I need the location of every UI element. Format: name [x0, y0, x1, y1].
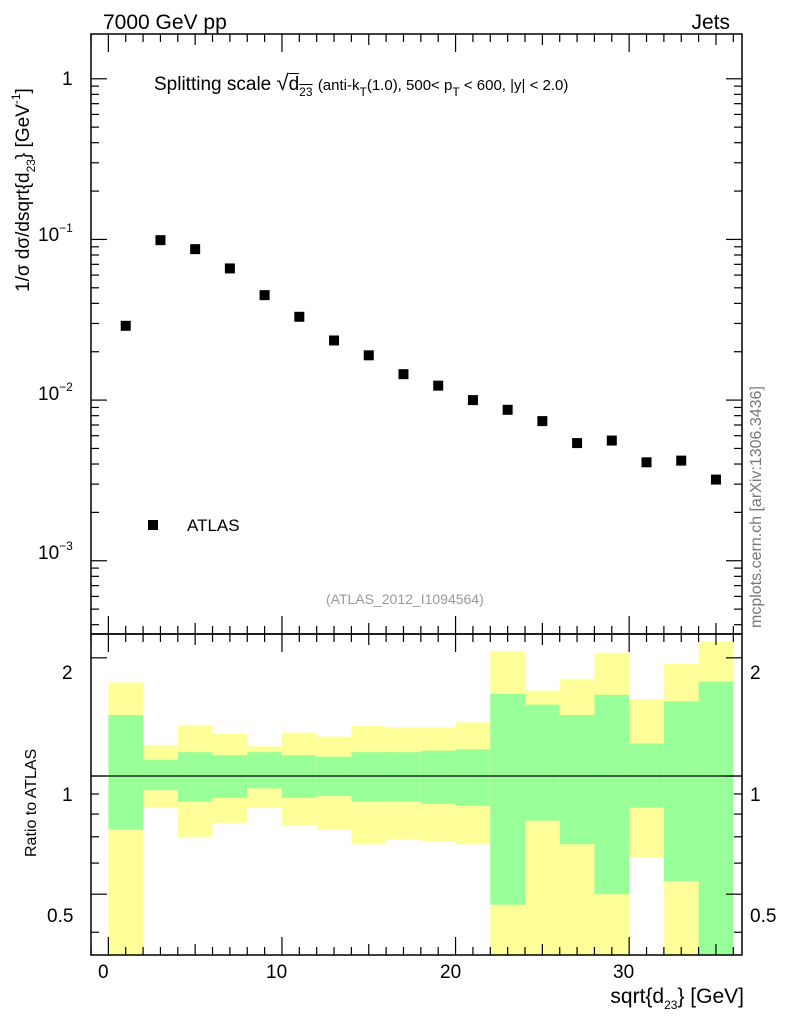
inner-band-bin	[247, 752, 282, 789]
legend-label-atlas: ATLAS	[187, 516, 240, 535]
data-point	[606, 435, 617, 446]
inner-band-bin	[143, 759, 178, 791]
inner-band-bin	[559, 715, 595, 845]
main-y-tick-1e-1: 10−1	[38, 221, 73, 246]
main-y-tick-1: 1	[62, 69, 73, 90]
data-point	[120, 320, 131, 331]
header-right-label: Jets	[691, 11, 730, 34]
main-panel-marks	[120, 235, 721, 485]
data-point	[572, 438, 583, 449]
data-point	[294, 311, 305, 322]
ratio-y-tick-05-left: 0.5	[47, 906, 74, 927]
legend-marker-atlas	[148, 520, 158, 530]
d23-symbol: d23	[288, 74, 313, 99]
inner-band-bin	[455, 749, 491, 806]
main-y-tick-1e-2: 10−2	[38, 380, 73, 405]
watermark-label: mcplots.cern.ch [arXiv:1306.3436]	[748, 386, 765, 628]
sqrt-d23-symbol: √	[276, 70, 289, 95]
data-point	[641, 457, 652, 468]
data-point	[676, 455, 687, 466]
inner-band-bin	[386, 752, 421, 802]
ratio-y-tick-2-left: 2	[62, 663, 73, 684]
data-point	[537, 416, 548, 427]
inner-band-bin	[177, 752, 213, 802]
data-point	[259, 290, 270, 301]
main-panel-frame	[90, 33, 743, 635]
plot-title: Splitting scale √d23 (anti-kT(1.0), 500<…	[154, 70, 569, 99]
x-tick-20: 20	[440, 962, 462, 983]
x-tick-0: 0	[98, 962, 109, 983]
ratio-bands	[108, 641, 734, 955]
data-point	[398, 369, 409, 380]
data-point	[363, 350, 374, 361]
inner-band-bin	[351, 752, 387, 802]
data-point	[329, 335, 340, 346]
inner-band-bin	[663, 701, 699, 882]
header-left-label: 7000 GeV pp	[103, 11, 227, 34]
data-point	[224, 263, 235, 274]
ratio-y-tick-1-left: 1	[62, 785, 73, 806]
analysis-id-label: (ATLAS_2012_I1094564)	[326, 591, 484, 607]
ratio-y-tick-1-right: 1	[750, 785, 761, 806]
ratio-panel-ticks	[90, 634, 742, 955]
main-panel-ticks	[90, 34, 742, 634]
inner-band-bin	[420, 750, 456, 804]
main-y-axis-label: 1/σ dσ/dsqrt{d23} [GeV-1]	[9, 88, 38, 292]
x-axis-label: sqrt{d23} [GeV]	[610, 985, 744, 1012]
data-point	[502, 404, 513, 415]
data-point	[433, 380, 444, 391]
data-point	[467, 395, 478, 406]
inner-band-bin	[490, 693, 525, 905]
inner-band-bin	[108, 715, 144, 830]
inner-band-bin	[525, 704, 560, 821]
x-tick-30: 30	[613, 962, 635, 983]
x-tick-10: 10	[266, 962, 288, 983]
data-point	[190, 244, 201, 255]
plot-title-text: Splitting scale	[154, 74, 272, 95]
ratio-y-axis-label: Ratio to ATLAS	[23, 748, 40, 857]
ratio-y-tick-2-right: 2	[750, 663, 761, 684]
ratio-y-tick-05-right: 0.5	[750, 906, 777, 927]
data-point	[155, 235, 166, 246]
plot-title-cuts: (anti-kT(1.0), 500< pT < 600, |y| < 2.0)	[317, 77, 569, 99]
main-y-tick-1e-3: 10−3	[38, 539, 73, 564]
inner-band-bin	[594, 694, 630, 895]
data-point	[710, 474, 721, 485]
inner-band-bin	[698, 681, 734, 955]
